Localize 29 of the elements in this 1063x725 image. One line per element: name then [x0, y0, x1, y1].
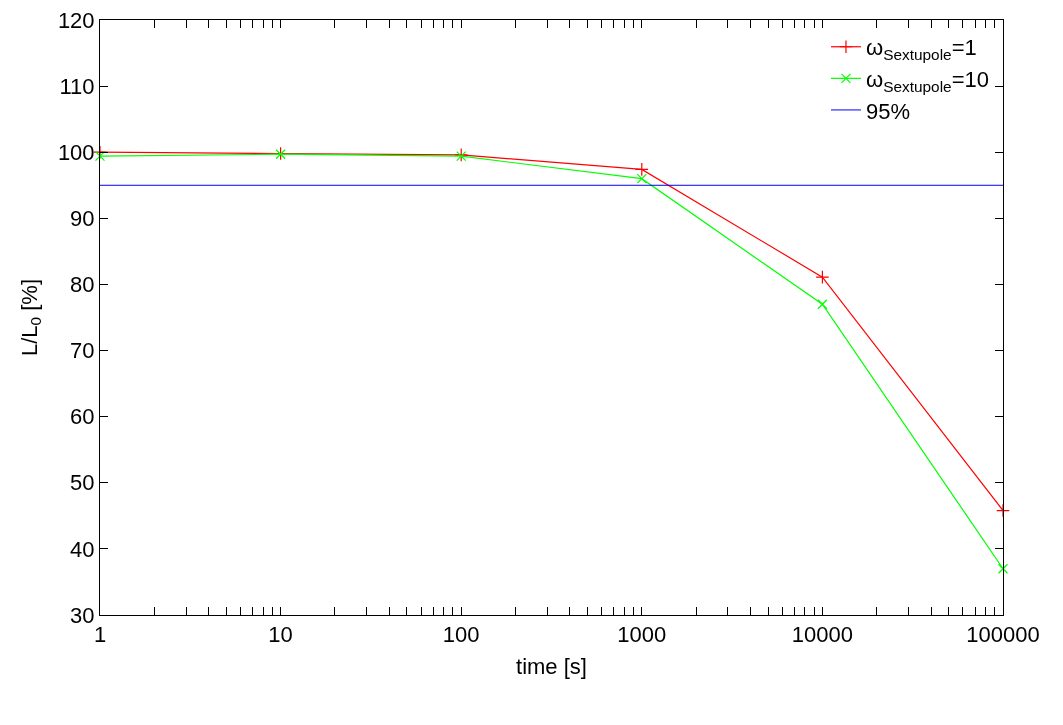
y-tick-label: 70 — [70, 338, 95, 364]
point — [996, 503, 1010, 518]
y-tick-label: 30 — [70, 602, 95, 628]
x-tick-label: 10000 — [791, 622, 853, 648]
point — [454, 147, 469, 162]
x-tick-label: 1000 — [617, 622, 667, 648]
point — [94, 151, 106, 162]
y-tick-label: 50 — [70, 470, 95, 496]
legend-label: 95% — [865, 98, 911, 124]
y-tick-label: 100 — [57, 139, 95, 165]
y-tick-label: 90 — [70, 206, 95, 232]
y-tick-label: 80 — [70, 272, 95, 298]
x-tick-label: 10 — [268, 622, 293, 648]
point — [636, 173, 647, 184]
y-tick-label: 40 — [70, 536, 95, 562]
y-tick-label: 120 — [57, 7, 95, 33]
x-tick-label: 1 — [93, 622, 107, 648]
legend-label: ω$_{Sextupole}$=1 — [865, 35, 977, 63]
x-tick-label: 100000 — [966, 622, 1040, 648]
point — [997, 563, 1009, 574]
x-axis-title: time [s] — [516, 654, 587, 680]
point — [634, 162, 649, 177]
point — [456, 151, 467, 162]
point — [817, 299, 828, 310]
x-tick-label: 100 — [442, 622, 480, 648]
y-tick-label: 110 — [59, 73, 95, 99]
y-tick-label: 60 — [70, 404, 95, 430]
legend-label: ω$_{Sextupole}$=10 — [865, 66, 989, 95]
point — [815, 270, 830, 285]
